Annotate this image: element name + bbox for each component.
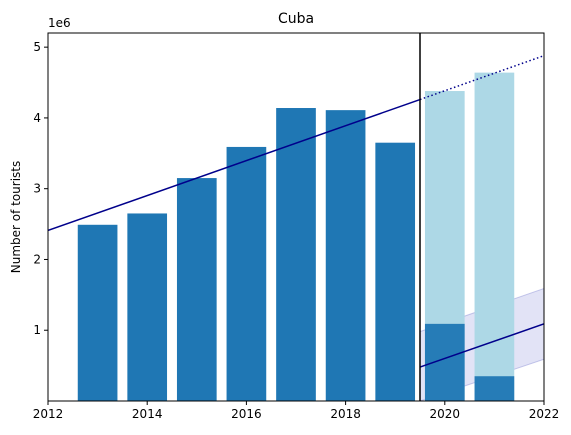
y-tick-label: 3	[33, 182, 41, 196]
y-offset-label: 1e6	[48, 16, 71, 30]
x-tick-label: 2020	[430, 407, 461, 421]
x-tick-label: 2014	[132, 407, 163, 421]
bar-2017	[276, 108, 316, 401]
x-tick-label: 2016	[231, 407, 262, 421]
y-axis-label: Number of tourists	[9, 161, 23, 274]
bar-2019	[375, 143, 415, 401]
bar-2013	[78, 225, 118, 401]
x-tick-label: 2022	[529, 407, 560, 421]
x-tick-label: 2012	[33, 407, 64, 421]
bar-2015	[177, 178, 217, 401]
forecast-bar-2021	[475, 73, 515, 401]
y-tick-label: 1	[33, 323, 41, 337]
bar-2018	[326, 110, 366, 401]
y-tick-label: 5	[33, 40, 41, 54]
actual-bar-2020	[425, 324, 465, 401]
x-tick-label: 2018	[330, 407, 361, 421]
bar-2016	[227, 147, 267, 401]
y-tick-label: 4	[33, 111, 41, 125]
y-tick-label: 2	[33, 252, 41, 266]
actual-bar-2021	[475, 376, 515, 401]
bar-2014	[127, 213, 167, 401]
chart-title: Cuba	[278, 11, 314, 27]
